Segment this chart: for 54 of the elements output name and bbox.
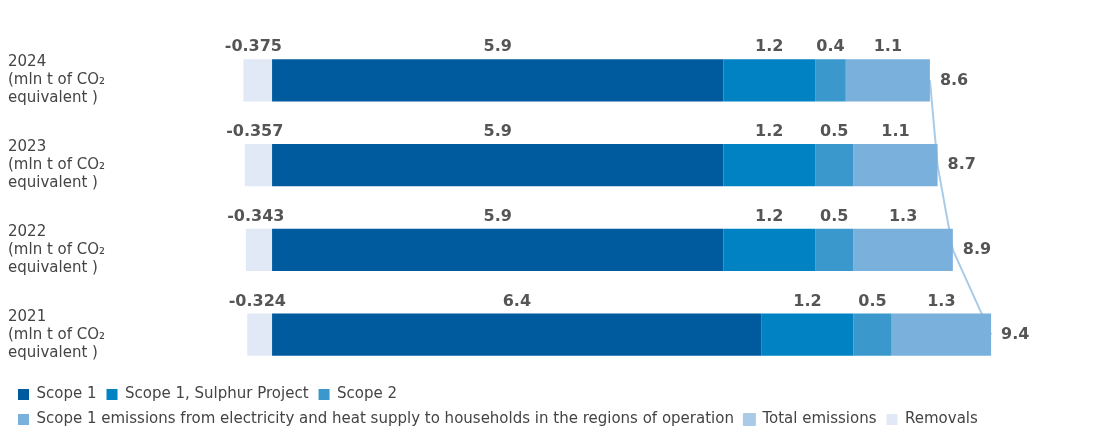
data-label: 0.4 bbox=[816, 36, 845, 56]
data-label: 1.1 bbox=[881, 121, 910, 141]
bar bbox=[243, 59, 273, 102]
bar bbox=[272, 143, 724, 187]
data-label: 8.9 bbox=[962, 239, 992, 259]
legend-label: Scope 1, Sulphur Project bbox=[125, 384, 309, 403]
legend-label: Scope 1 emissions from electricity and heat supply to households in the regions of operation bbox=[36, 409, 734, 428]
data-label: 6.4 bbox=[502, 290, 532, 310]
bar bbox=[272, 228, 724, 272]
bar bbox=[815, 228, 854, 272]
y-tick-label: 2022 (mln t of CO₂ equivalent ) bbox=[8, 221, 106, 276]
bar bbox=[723, 143, 816, 187]
data-label: 1.2 bbox=[755, 36, 784, 56]
data-label: -0.375 bbox=[224, 36, 282, 56]
data-label: 1.2 bbox=[755, 121, 784, 141]
data-label: 9.4 bbox=[1001, 323, 1030, 343]
data-label: 1.2 bbox=[793, 290, 822, 310]
bar bbox=[853, 143, 938, 187]
data-label: -0.343 bbox=[227, 205, 285, 225]
data-label: -0.324 bbox=[228, 290, 286, 310]
data-label: 5.9 bbox=[483, 121, 512, 141]
data-label: 0.5 bbox=[820, 205, 849, 225]
bar bbox=[853, 313, 892, 356]
data-label: 8.6 bbox=[939, 69, 969, 89]
bar bbox=[244, 143, 273, 187]
bar bbox=[723, 228, 816, 272]
y-tick-label: 2023 (mln t of CO₂ equivalent ) bbox=[8, 137, 106, 192]
data-label: 1.1 bbox=[873, 36, 903, 56]
bar bbox=[845, 59, 930, 102]
data-label: 1.2 bbox=[755, 205, 784, 225]
data-label: 5.9 bbox=[483, 205, 512, 225]
legend-label: Total emissions bbox=[761, 409, 877, 428]
bar bbox=[247, 313, 273, 356]
data-label: 8.7 bbox=[947, 154, 976, 174]
bar bbox=[891, 313, 992, 356]
data-label: 0.5 bbox=[820, 121, 849, 141]
bar bbox=[761, 313, 854, 356]
bar bbox=[815, 59, 846, 102]
bar bbox=[815, 143, 854, 187]
bar bbox=[272, 313, 762, 356]
bar bbox=[853, 228, 953, 272]
y-tick-label: 2021 (mln t of CO₂ equivalent ) bbox=[8, 306, 106, 361]
data-label: 1.3 bbox=[888, 205, 918, 225]
bar bbox=[245, 228, 273, 272]
legend-label: Removals bbox=[905, 409, 979, 428]
data-label: -0.357 bbox=[226, 121, 284, 141]
bar bbox=[723, 59, 816, 102]
data-label: 0.5 bbox=[858, 290, 887, 310]
data-label: 5.9 bbox=[483, 36, 512, 56]
y-tick-label: 2024 (mln t of CO₂ equivalent ) bbox=[8, 52, 106, 107]
data-label: 1.3 bbox=[927, 290, 956, 310]
legend-label: Scope 2 bbox=[337, 384, 398, 403]
legend-label: Scope 1 bbox=[36, 384, 97, 403]
bar bbox=[272, 59, 724, 102]
